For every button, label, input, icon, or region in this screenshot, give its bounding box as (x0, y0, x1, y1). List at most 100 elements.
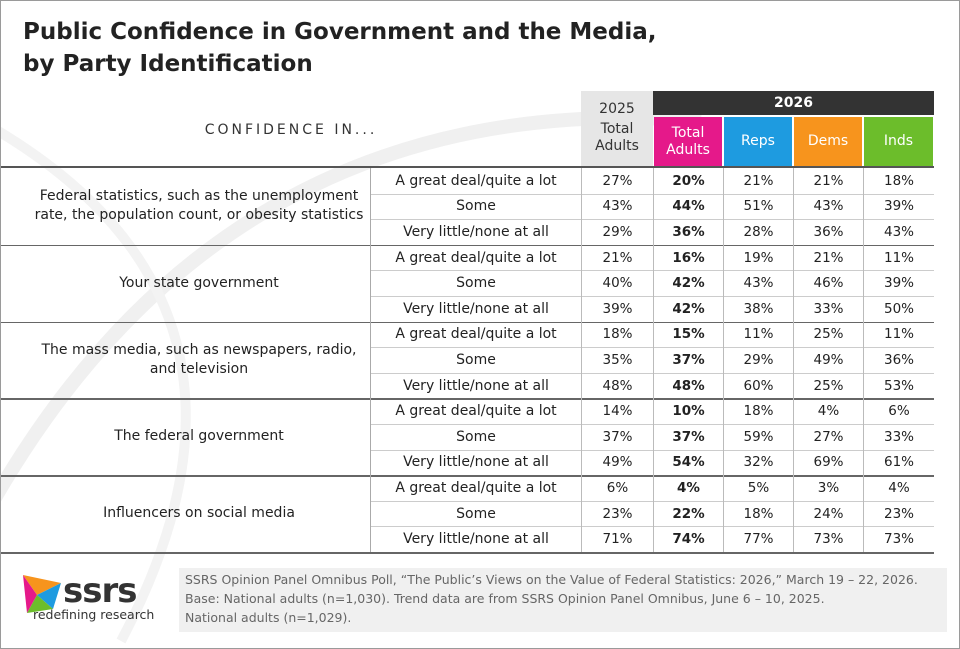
value: 29% (581, 219, 653, 245)
header-2025-bg (581, 91, 653, 166)
response: A great deal/quite a lot (395, 326, 557, 343)
divider (370, 168, 371, 245)
header-column: Inds (864, 117, 933, 166)
value: 25% (793, 321, 863, 348)
value: 37% (653, 424, 723, 450)
value: 4% (863, 475, 934, 501)
divider (370, 244, 371, 322)
value: 16% (653, 244, 723, 271)
group-label: The federal government (114, 428, 284, 445)
value: 49% (581, 449, 653, 476)
logo-text: ssrs (63, 571, 137, 611)
value: 43% (723, 270, 793, 296)
value: 50% (863, 296, 934, 322)
value: 29% (723, 347, 793, 373)
value: 14% (581, 398, 653, 424)
response: Very little/none at all (403, 377, 549, 394)
value: 42% (653, 296, 723, 322)
value: 6% (581, 475, 653, 501)
value: 43% (581, 193, 653, 220)
response: Some (456, 198, 496, 215)
value: 6% (863, 398, 934, 424)
value: 77% (723, 526, 793, 552)
value: 37% (653, 347, 723, 373)
value: 36% (653, 219, 723, 245)
value: 18% (863, 168, 934, 194)
response: Some (456, 275, 496, 292)
row-rule (371, 500, 934, 502)
value: 48% (581, 372, 653, 399)
response: A great deal/quite a lot (395, 172, 557, 189)
logo-icon (23, 575, 61, 613)
group-rule (1, 398, 934, 400)
source-line: SSRS Opinion Panel Omnibus Poll, “The Pu… (185, 572, 918, 587)
response: Very little/none at all (403, 531, 549, 548)
value: 73% (863, 526, 934, 552)
response: Some (456, 505, 496, 522)
value: 49% (793, 347, 863, 373)
divider (370, 398, 371, 476)
value: 15% (653, 321, 723, 348)
value: 46% (793, 270, 863, 296)
value: 11% (723, 321, 793, 348)
response: Some (456, 428, 496, 445)
value: 5% (723, 475, 793, 501)
value: 48% (653, 372, 723, 399)
value: 23% (581, 500, 653, 527)
value: 18% (581, 321, 653, 348)
value: 60% (723, 372, 793, 399)
value: 4% (653, 475, 723, 501)
group-rule (1, 244, 934, 247)
value: 23% (863, 500, 934, 527)
row-rule (371, 193, 934, 195)
divider (370, 475, 371, 552)
value: 51% (723, 193, 793, 220)
value: 43% (863, 219, 934, 245)
group-rule (1, 475, 934, 477)
group-label: Federal statistics, such as the unemploy… (34, 188, 364, 224)
row-rule (371, 270, 934, 272)
value: 39% (863, 270, 934, 296)
value: 18% (723, 398, 793, 424)
value: 74% (653, 526, 723, 552)
value: 11% (863, 244, 934, 271)
row-rule (371, 219, 934, 221)
value: 21% (581, 244, 653, 271)
header-column: Dems (794, 117, 862, 166)
row-rule (371, 424, 934, 425)
value: 54% (653, 449, 723, 476)
response: Some (456, 351, 496, 368)
value: 11% (863, 321, 934, 348)
value: 39% (863, 193, 934, 220)
group-label: Your state government (119, 274, 279, 291)
title-line: by Party Identification (23, 51, 313, 77)
response: A great deal/quite a lot (395, 249, 557, 266)
value: 44% (653, 193, 723, 220)
value: 69% (793, 449, 863, 476)
table: CONFIDENCE IN... 2025 Total Adults 2026 Tota… (1, 1, 959, 561)
response: Very little/none at all (403, 223, 549, 240)
value: 27% (581, 168, 653, 194)
header-column: Total Adults (654, 117, 722, 166)
value: 21% (793, 244, 863, 271)
divider (370, 321, 371, 399)
value: 10% (653, 398, 723, 424)
value: 4% (793, 398, 863, 424)
value: 33% (863, 424, 934, 450)
row-rule (371, 296, 934, 297)
response: Very little/none at all (403, 454, 549, 471)
header-column: Total Adults (595, 121, 639, 154)
group-label: Influencers on social media (103, 505, 295, 522)
value: 40% (581, 270, 653, 296)
header-year: 2026 (653, 91, 934, 115)
row-rule (371, 526, 934, 528)
value: 35% (581, 347, 653, 373)
value: 39% (581, 296, 653, 322)
row-header: CONFIDENCE IN... (204, 122, 378, 138)
value: 37% (581, 424, 653, 450)
value: 21% (723, 168, 793, 194)
group-rule (1, 552, 934, 554)
value: 19% (723, 244, 793, 271)
value: 24% (793, 500, 863, 527)
